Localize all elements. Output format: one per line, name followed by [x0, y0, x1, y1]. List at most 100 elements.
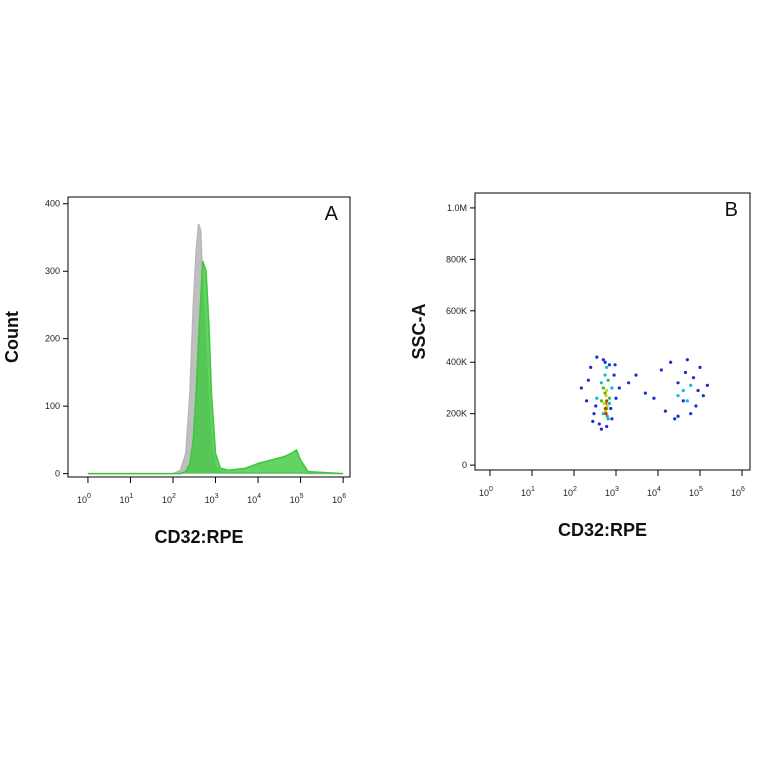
point: [689, 383, 693, 387]
point: [609, 406, 613, 411]
point: [676, 381, 680, 385]
point: [681, 388, 685, 393]
x-tick-label: 102: [563, 486, 577, 498]
point: [691, 376, 696, 380]
area-line: [87, 223, 344, 475]
x-tick-label: 100: [77, 493, 91, 505]
point: [579, 386, 583, 390]
point: [586, 378, 590, 382]
point: [591, 419, 595, 423]
point: [599, 427, 604, 431]
y-tick-label: 200: [45, 334, 60, 344]
x-tick-base: 10: [731, 488, 741, 498]
y-tick-label: 100: [45, 401, 60, 411]
point: [594, 404, 598, 408]
x-tick-exponent: 3: [615, 486, 619, 493]
point: [612, 373, 616, 377]
point: [595, 355, 599, 359]
panel-label: B: [725, 199, 738, 221]
x-axis-title: CD32:RPE: [154, 527, 243, 547]
x-tick-exponent: 5: [300, 493, 304, 500]
point: [603, 406, 608, 411]
x-tick-label: 102: [162, 493, 176, 505]
point: [676, 414, 680, 418]
point: [613, 363, 617, 367]
x-tick-base: 10: [647, 488, 657, 498]
point: [673, 417, 677, 421]
plot-frame: [474, 192, 751, 471]
x-tick-label: 101: [120, 493, 134, 505]
x-tick-label: 101: [521, 486, 535, 498]
x-tick-exponent: 0: [87, 493, 91, 500]
point: [606, 417, 610, 421]
x-tick-exponent: 2: [172, 493, 176, 500]
point: [614, 396, 618, 400]
point: [595, 396, 599, 400]
x-tick-exponent: 5: [699, 486, 703, 493]
x-tick-base: 10: [290, 495, 300, 505]
y-axis-title: Count: [2, 311, 22, 363]
x-tick-label: 105: [689, 486, 703, 498]
x-tick-base: 10: [605, 488, 615, 498]
point: [669, 360, 673, 364]
x-tick-label: 106: [731, 486, 745, 498]
plot-frame: [67, 196, 351, 478]
point: [605, 399, 609, 403]
y-tick-label: 200K: [446, 409, 467, 419]
point: [605, 388, 609, 393]
point: [601, 386, 605, 390]
point: [694, 404, 698, 408]
point: [607, 363, 612, 367]
point: [627, 381, 631, 385]
point: [605, 424, 609, 429]
point: [652, 396, 656, 400]
point: [599, 381, 604, 385]
point: [604, 394, 608, 398]
area-fill: [87, 223, 344, 474]
x-tick-exponent: 4: [657, 486, 661, 493]
point: [605, 414, 609, 418]
point: [605, 365, 609, 369]
point: [643, 391, 647, 395]
x-tick-base: 10: [77, 495, 87, 505]
y-tick-label: 400: [45, 199, 60, 209]
point: [597, 422, 601, 426]
point: [585, 399, 589, 403]
point: [601, 358, 605, 362]
point: [604, 412, 608, 416]
point: [689, 412, 693, 416]
point: [681, 399, 685, 403]
point: [602, 401, 606, 405]
point: [606, 378, 610, 382]
x-tick-base: 10: [162, 495, 172, 505]
point: [603, 360, 607, 364]
x-tick-label: 100: [479, 486, 493, 498]
y-tick-label: 300: [45, 266, 60, 276]
point: [610, 417, 614, 421]
x-tick-base: 10: [479, 488, 489, 498]
x-tick-base: 10: [205, 495, 215, 505]
x-tick-label: 105: [290, 493, 304, 505]
point: [610, 386, 614, 390]
point: [683, 370, 688, 375]
x-tick-exponent: 1: [130, 493, 134, 500]
point: [617, 386, 621, 390]
x-axis-title: CD32:RPE: [558, 520, 647, 540]
x-tick-label: 104: [247, 493, 261, 505]
x-tick-base: 10: [332, 495, 342, 505]
point: [599, 399, 604, 403]
y-tick-label: 0: [55, 469, 60, 479]
x-tick-exponent: 2: [573, 486, 577, 493]
x-tick-exponent: 4: [257, 493, 261, 500]
y-tick-label: 1.0M: [447, 203, 467, 213]
x-tick-base: 10: [247, 495, 257, 505]
point: [605, 404, 609, 408]
point: [589, 365, 593, 369]
point: [663, 409, 667, 413]
x-tick-label: 103: [605, 486, 619, 498]
point: [603, 391, 607, 395]
point: [701, 394, 705, 398]
